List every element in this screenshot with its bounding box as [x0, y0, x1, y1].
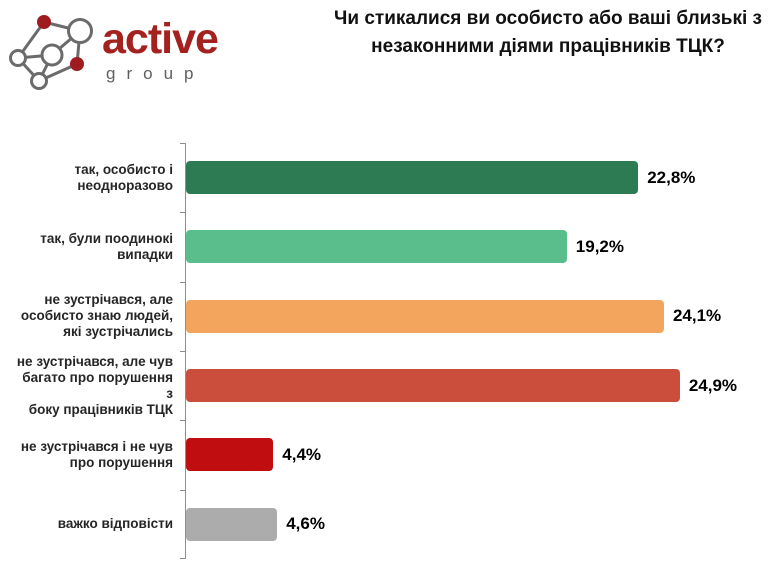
bar-row: так, особисто і неодноразово 22,8%	[0, 143, 780, 212]
value-label: 4,4%	[282, 444, 322, 464]
bar-row: важко відповісти 4,6%	[0, 490, 780, 559]
network-graph-icon	[9, 15, 93, 90]
chart-title: Чи стикалися ви особисто або ваші близьк…	[322, 5, 774, 60]
axis-tick	[180, 143, 186, 144]
bar-row: не зустрічався, але особисто знаю людей,…	[0, 282, 780, 351]
value-label: 24,9%	[688, 375, 738, 395]
category-label: не зустрічався, але особисто знаю людей,…	[20, 292, 173, 340]
bar	[186, 369, 680, 403]
bar	[186, 438, 274, 472]
brand-subtext: group	[106, 64, 205, 83]
axis-tick	[180, 281, 186, 283]
axis-tick	[180, 489, 186, 491]
bar-row: не зустрічався, але чув багато про поруш…	[0, 351, 780, 420]
y-axis	[180, 143, 186, 559]
bar	[186, 299, 664, 333]
chart-title-line2: незаконними діями працівників ТЦК?	[371, 35, 725, 57]
category-label: не зустрічався і не чув про порушення	[20, 438, 173, 470]
bar-chart: так, особисто і неодноразово 22,8% так, …	[0, 143, 780, 559]
chart-title-line1: Чи стикалися ви особисто або ваші близьк…	[334, 8, 762, 29]
bar	[186, 230, 567, 264]
bar-row: не зустрічався і не чув про порушення 4,…	[0, 420, 780, 489]
bar	[186, 507, 278, 541]
value-label: 4,6%	[286, 514, 325, 534]
axis-tick	[180, 212, 186, 214]
bar	[186, 161, 639, 195]
brand-text: active	[102, 15, 219, 63]
category-label: важко відповісти	[57, 516, 173, 532]
logo: active group	[6, 8, 219, 94]
value-label: 22,8%	[647, 167, 696, 187]
category-label: так, особисто і неодноразово	[74, 161, 173, 193]
axis-tick	[180, 420, 186, 422]
category-label: не зустрічався, але чув багато про поруш…	[16, 353, 173, 417]
value-label: 19,2%	[575, 236, 624, 256]
axis-tick	[180, 351, 186, 352]
value-label: 24,1%	[672, 306, 722, 326]
bar-row: так, були поодинокі випадки 19,2%	[0, 212, 780, 281]
axis-tick	[180, 558, 186, 559]
logo-text: active group	[102, 15, 219, 83]
category-label: так, були поодинокі випадки	[40, 230, 173, 262]
